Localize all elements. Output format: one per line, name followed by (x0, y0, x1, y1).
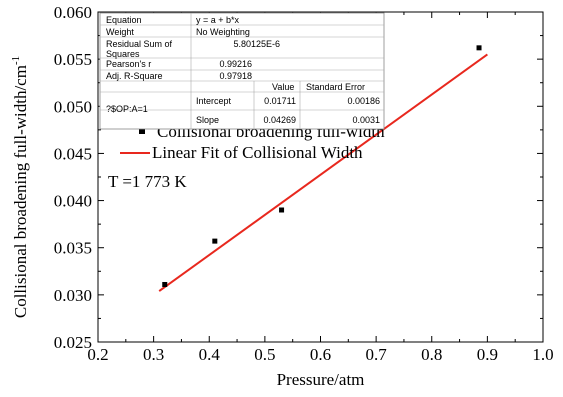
x-tick-label: 1.0 (532, 345, 553, 364)
stats-param-header: Standard Error (306, 82, 365, 92)
x-tick-label: 0.2 (87, 345, 108, 364)
temperature-annotation: T =1 773 K (108, 172, 187, 191)
x-tick-label: 0.8 (421, 345, 442, 364)
legend-marker-scatter (139, 128, 145, 134)
y-tick-label: 0.055 (54, 50, 92, 69)
y-tick-label: 0.025 (54, 333, 92, 352)
stats-label: Residual Sum of Squares (106, 39, 173, 59)
x-tick-label: 0.4 (199, 345, 221, 364)
stats-value: No Weighting (196, 27, 250, 37)
data-point (279, 207, 285, 213)
fit-stats-table: Equation y = a + b*x Weight No Weighting Res… (99, 12, 385, 130)
y-tick-label: 0.040 (54, 192, 92, 211)
y-axis-label-superscript: -1 (10, 56, 22, 65)
stats-param-header: Value (272, 82, 294, 92)
data-point (162, 281, 168, 287)
stats-param-name: Intercept (196, 96, 232, 106)
data-point (212, 238, 218, 244)
y-tick-label: 0.050 (54, 97, 92, 116)
x-axis-label: Pressure/atm (277, 370, 365, 389)
stats-label: Equation (106, 15, 142, 25)
y-tick-label: 0.030 (54, 286, 92, 305)
y-tick-label: 0.045 (54, 144, 92, 163)
stats-param-value: 0.04269 (263, 115, 296, 125)
x-tick-label: 0.6 (310, 345, 331, 364)
stats-table-frame (99, 12, 385, 130)
fit-line (158, 53, 488, 292)
stats-param-value: 0.01711 (264, 96, 296, 106)
stats-value: 0.97918 (219, 71, 252, 81)
x-tick-label: 0.5 (254, 345, 275, 364)
stats-value: y = a + b*x (196, 15, 240, 25)
stats-label: Adj. R-Square (106, 71, 163, 81)
y-axis-label-text: Collisional broadening full-width/cm (11, 65, 30, 318)
stats-group-label: ?$OP:A=1 (106, 104, 148, 114)
stats-label-line: Squares (106, 49, 140, 59)
x-tick-label: 0.3 (143, 345, 164, 364)
y-axis-label: Collisional broadening full-width/cm-1 (10, 56, 30, 318)
stats-param-name: Slope (196, 115, 219, 125)
x-tick-label: 0.9 (477, 345, 498, 364)
legend-label-line: Linear Fit of Collisional Width (152, 143, 363, 162)
x-tick-label: 0.7 (366, 345, 388, 364)
stats-label-line: Residual Sum of (106, 39, 173, 49)
stats-param-error: 0.00186 (347, 96, 380, 106)
y-tick-label: 0.035 (54, 239, 92, 258)
stats-param-error: 0.0031 (352, 115, 380, 125)
y-tick-label: 0.060 (54, 3, 92, 22)
stats-label: Weight (106, 27, 134, 37)
stats-value: 0.99216 (219, 59, 252, 69)
stats-label: Pearson's r (106, 59, 151, 69)
data-point (476, 45, 482, 51)
stats-value: 5.80125E-6 (233, 39, 280, 49)
